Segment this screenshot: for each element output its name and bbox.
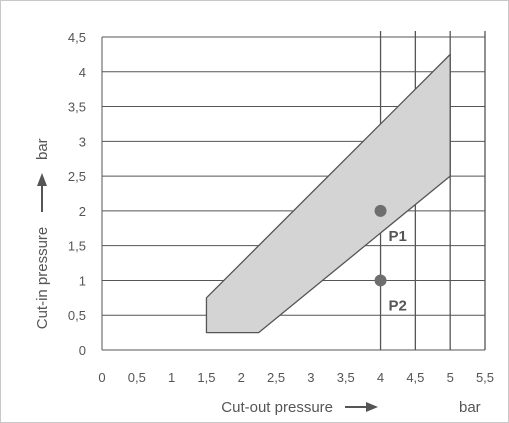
x-axis-label: Cut-out pressure bbox=[221, 399, 333, 416]
y-tick-label-8: 4 bbox=[79, 65, 86, 80]
point-p1-label: P1 bbox=[389, 228, 407, 245]
point-p1-marker bbox=[374, 204, 387, 217]
x-tick-label-4: 2 bbox=[238, 370, 245, 385]
x-tick-labels: 0 0,5 1 1,5 2 2,5 3 3,5 4 4,5 5 5,5 bbox=[98, 370, 494, 385]
y-axis-unit: bar bbox=[34, 138, 51, 160]
x-tick-label-6: 3 bbox=[307, 370, 314, 385]
x-tick-label-0: 0 bbox=[98, 370, 105, 385]
x-tick-label-1: 0,5 bbox=[128, 370, 146, 385]
x-tick-label-7: 3,5 bbox=[337, 370, 355, 385]
y-tick-label-1: 0,5 bbox=[68, 308, 86, 323]
y-tick-label-3: 1,5 bbox=[68, 239, 86, 254]
x-tick-label-11: 5,5 bbox=[476, 370, 494, 385]
x-tick-label-8: 4 bbox=[377, 370, 384, 385]
y-tick-labels: 0 0,5 1 1,5 2 2,5 3 3,5 4 4,5 bbox=[68, 30, 86, 358]
y-tick-label-7: 3,5 bbox=[68, 100, 86, 115]
x-axis-arrow-icon bbox=[345, 402, 378, 412]
operating-region bbox=[205, 53, 451, 334]
y-axis-arrow-icon bbox=[37, 173, 47, 212]
y-axis-title-group: Cut-in pressure bar bbox=[34, 138, 51, 329]
y-tick-label-4: 2 bbox=[79, 204, 86, 219]
x-tick-label-3: 1,5 bbox=[197, 370, 215, 385]
y-tick-label-9: 4,5 bbox=[68, 30, 86, 45]
y-tick-label-5: 2,5 bbox=[68, 169, 86, 184]
x-tick-label-10: 5 bbox=[447, 370, 454, 385]
x-tick-label-2: 1 bbox=[168, 370, 175, 385]
y-axis-label: Cut-in pressure bbox=[34, 227, 51, 330]
x-axis-unit: bar bbox=[459, 399, 481, 416]
y-tick-label-6: 3 bbox=[79, 134, 86, 149]
y-tick-label-0: 0 bbox=[79, 343, 86, 358]
y-tick-label-2: 1 bbox=[79, 273, 86, 288]
x-tick-label-9: 4,5 bbox=[406, 370, 424, 385]
data-points: P1 P2 bbox=[374, 204, 407, 314]
x-tick-label-5: 2,5 bbox=[267, 370, 285, 385]
point-p2-label: P2 bbox=[389, 297, 407, 314]
point-p2-marker bbox=[374, 274, 387, 287]
